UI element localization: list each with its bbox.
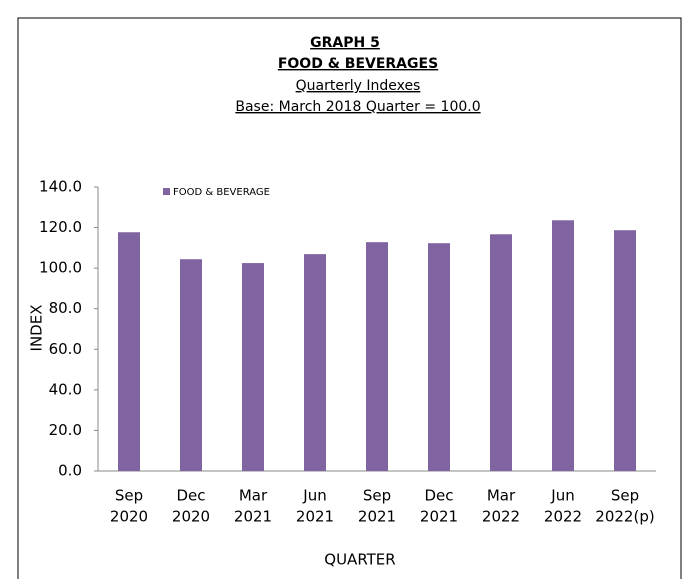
bar <box>180 259 202 471</box>
chart-title: GRAPH 5 <box>310 35 380 51</box>
x-tick-label: 2020 <box>172 508 210 526</box>
x-tick-label: Sep <box>115 487 143 505</box>
x-tick-label: 2021 <box>234 508 272 526</box>
x-tick-label: 2021 <box>420 508 458 526</box>
x-tick-label: Jun <box>550 487 574 505</box>
bar <box>118 232 140 471</box>
x-tick-label: Dec <box>176 487 205 505</box>
y-tick-label: 140.0 <box>39 178 82 196</box>
y-tick-label: 80.0 <box>49 299 82 317</box>
y-tick-label: 120.0 <box>39 218 82 236</box>
legend-swatch <box>163 188 170 195</box>
x-axis-label: QUARTER <box>324 551 395 569</box>
x-tick-label: 2022 <box>482 508 520 526</box>
bar <box>614 230 636 471</box>
y-tick-label: 0.0 <box>58 462 82 480</box>
y-tick-label: 60.0 <box>49 340 82 358</box>
bar <box>490 234 512 471</box>
x-tick-label: 2020 <box>110 508 148 526</box>
x-tick-label: 2022 <box>544 508 582 526</box>
x-tick-label: Mar <box>487 487 516 505</box>
x-tick-label: Jun <box>302 487 326 505</box>
x-tick-label: Sep <box>363 487 391 505</box>
bar <box>552 220 574 471</box>
x-tick-label: 2021 <box>358 508 396 526</box>
bar <box>304 254 326 471</box>
y-axis-label: INDEX <box>28 305 46 352</box>
legend-label: FOOD & BEVERAGE <box>173 187 270 198</box>
bar <box>428 243 450 471</box>
x-tick-label: 2022(p) <box>595 508 654 526</box>
chart-subtitle: Quarterly Indexes <box>296 78 421 94</box>
chart-title: FOOD & BEVERAGES <box>278 56 438 72</box>
x-tick-label: Sep <box>611 487 639 505</box>
y-tick-label: 100.0 <box>39 259 82 277</box>
chart-subtitle: Base: March 2018 Quarter = 100.0 <box>235 99 480 115</box>
frame <box>17 17 682 579</box>
bar <box>366 242 388 471</box>
y-tick-label: 20.0 <box>49 421 82 439</box>
x-tick-label: 2021 <box>296 508 334 526</box>
bar <box>242 263 264 471</box>
x-tick-label: Mar <box>239 487 268 505</box>
x-tick-label: Dec <box>424 487 453 505</box>
y-tick-label: 40.0 <box>49 380 82 398</box>
